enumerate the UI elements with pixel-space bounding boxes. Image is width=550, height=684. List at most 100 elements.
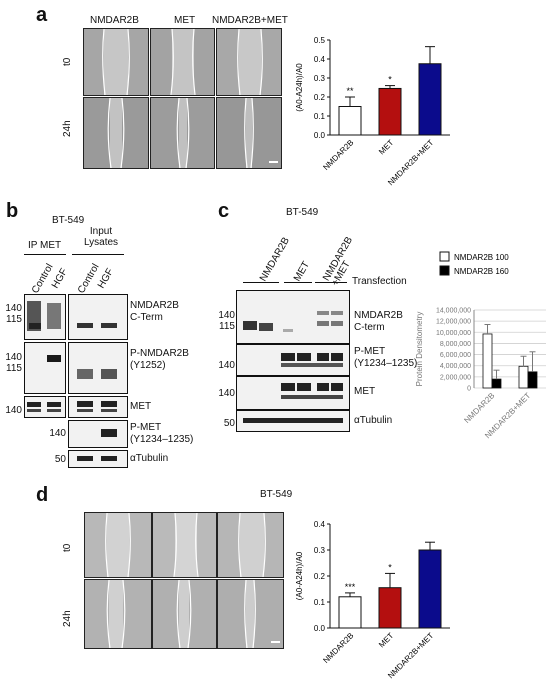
y-tick-label: 0.3	[314, 74, 326, 83]
mw-c2: 140	[218, 360, 235, 371]
scratch-image-d-nmdar2b-24h	[84, 579, 152, 649]
y-tick-label: 0.0	[314, 624, 326, 633]
scratch-image-d-met-t0	[152, 512, 217, 578]
x-tick-label: NMDAR2B	[321, 631, 355, 665]
group-ip-met: IP MET	[28, 240, 62, 251]
mw-c4: 50	[223, 418, 235, 429]
scratch-image-a-nmdar2b-24h	[83, 97, 149, 169]
chart-d: 0.0 0.1 0.2 0.3 0.4 (A0-A24h)/A0 *** NMDAR2B * ME…	[295, 520, 450, 680]
lane-c-nmdar2b: NMDAR2B	[258, 235, 292, 284]
mw-c1: 140 115	[218, 310, 235, 332]
bar	[482, 333, 493, 389]
blot-b2-label: P-NMDAR2B (Y1252)	[130, 348, 189, 371]
significance-marker: *	[388, 75, 392, 85]
mw-c3: 140	[218, 388, 235, 399]
y-tick-label: 0.5	[314, 36, 326, 45]
bar	[418, 549, 442, 629]
group-input-lysates: Input Lysates	[83, 226, 119, 248]
y-tick-label: 0.2	[314, 93, 326, 102]
legend-label: NMDAR2B 100	[454, 253, 509, 262]
bar	[491, 378, 502, 389]
lane-c-underline-1	[243, 282, 279, 283]
blot-c3-label: MET	[354, 386, 376, 397]
blot-b3-label: MET	[130, 401, 152, 412]
row-label-d-24h: 24h	[62, 610, 73, 627]
group-input-underline	[72, 254, 124, 255]
mw-b4: 140	[49, 428, 66, 439]
bar	[418, 63, 442, 136]
y-tick-label: 12,000,000	[436, 319, 471, 326]
col-label-combo: NMDAR2B+MET	[212, 15, 288, 26]
row-label-24h: 24h	[62, 120, 73, 137]
lane-c-underline-2	[284, 282, 312, 283]
col-label-nmdar2b: NMDAR2B	[90, 15, 139, 26]
bar	[338, 596, 362, 629]
y-tick-label: 2,000,000	[440, 374, 471, 381]
blot-c2-label: P-MET (Y1234–1235)	[354, 346, 418, 369]
y-tick-label: 6,000,000	[440, 352, 471, 359]
scratch-image-d-nmdar2b-t0	[84, 512, 152, 578]
scratch-image-d-met-24h	[152, 579, 217, 649]
chart-c: NMDAR2B 100 NMDAR2B 160 0 2,000,000 4,000,00…	[415, 251, 546, 440]
transfection-label: Transfection	[352, 276, 407, 287]
blot-b5-label: αTubulin	[130, 453, 169, 464]
panel-c-letter: c	[218, 200, 230, 222]
bar	[378, 587, 402, 629]
col-label-met: MET	[174, 15, 196, 26]
y-tick-label: 4,000,000	[440, 363, 471, 370]
group-ip-underline	[24, 254, 66, 255]
scratch-image-a-combo-t0	[216, 28, 282, 96]
cell-line-c: BT-549	[286, 207, 319, 218]
blot-b1-input	[68, 294, 128, 340]
blot-b5-input	[68, 450, 128, 468]
y-tick-label: 0.0	[314, 131, 326, 140]
scratch-image-a-combo-24h	[216, 97, 282, 169]
y-tick-label: 10,000,000	[436, 330, 471, 337]
lane-b-control-ip: Control	[30, 262, 56, 296]
cell-line-d: BT-549	[260, 489, 293, 500]
cell-line-b: BT-549	[52, 215, 85, 226]
y-tick-label: 0.2	[314, 572, 326, 581]
chart-a: 0.0 0.1 0.2 0.3 0.4 0.5 (A0-A24h)/A0 ** NMDAR2B *…	[295, 36, 450, 187]
scratch-image-d-combo-24h	[217, 579, 284, 649]
y-tick-label: 14,000,000	[436, 308, 471, 315]
y-tick-label: 0	[467, 386, 471, 393]
mw-b2: 140 115	[5, 352, 22, 374]
blot-b3-ip	[24, 396, 66, 418]
blot-b4-input	[68, 420, 128, 448]
scratch-image-a-met-24h	[150, 97, 215, 169]
scratch-image-a-met-t0	[150, 28, 215, 96]
y-tick-label: 0.4	[314, 55, 326, 64]
x-tick-label: MET	[377, 631, 395, 649]
blot-c2	[236, 344, 350, 376]
scratch-image-d-combo-t0	[217, 512, 284, 578]
lane-c-met: MET	[292, 259, 313, 284]
bar	[527, 371, 538, 389]
blot-c1	[236, 290, 350, 344]
y-tick-label: 0.3	[314, 546, 326, 555]
significance-marker: **	[346, 86, 354, 96]
y-tick-label: 0.4	[314, 520, 326, 529]
mw-b1: 140 115	[5, 303, 22, 325]
legend-swatch	[439, 251, 450, 262]
blot-b2-input	[68, 342, 128, 394]
legend-label: NMDAR2B 160	[454, 267, 509, 276]
lane-c-underline-3	[315, 282, 347, 283]
mw-b5: 50	[54, 454, 66, 465]
x-tick-label: MET	[377, 138, 395, 156]
x-tick-label: NMDAR2B	[321, 138, 355, 172]
blot-c3	[236, 376, 350, 410]
blot-b4-label: P-MET (Y1234–1235)	[130, 422, 194, 445]
bar	[518, 365, 529, 389]
blot-c4-label: αTubulin	[354, 415, 393, 426]
blot-c1-label: NMDAR2B C-term	[354, 310, 403, 333]
scratch-image-a-nmdar2b-t0	[83, 28, 149, 96]
row-label-t0: t0	[62, 57, 73, 66]
y-axis-label: (A0-A24h)/A0	[295, 63, 304, 112]
panel-d-letter: d	[36, 484, 49, 506]
lane-b-control-input: Control	[76, 262, 102, 296]
y-axis-label: Protein Densitometry	[415, 312, 424, 387]
blot-c4	[236, 410, 350, 432]
significance-marker: ***	[345, 582, 356, 592]
blot-b1-ip	[24, 294, 66, 340]
